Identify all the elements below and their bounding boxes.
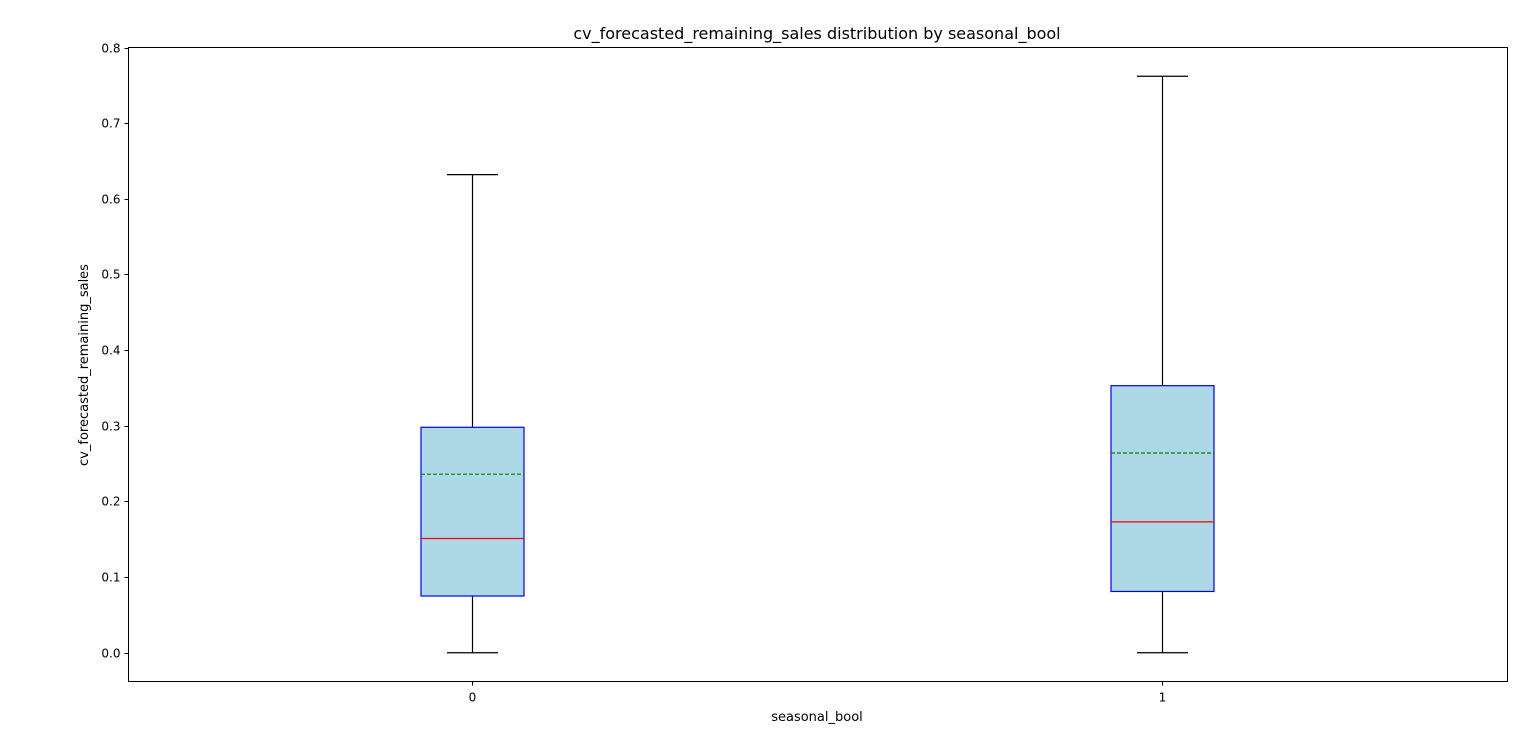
chart-title: cv_forecasted_remaining_sales distributi… — [573, 24, 1060, 44]
x-tick-label: 1 — [1159, 691, 1167, 705]
iqr-box — [1110, 385, 1215, 593]
y-tick-label: 0.8 — [101, 42, 120, 56]
y-tick-label: 0.4 — [101, 344, 120, 358]
y-tick-label: 0.3 — [101, 420, 120, 434]
box-group — [420, 174, 525, 654]
iqr-box — [420, 426, 525, 597]
plot-area — [128, 47, 1508, 682]
y-tick-label: 0.2 — [101, 495, 120, 509]
y-tick-label: 0.5 — [101, 268, 120, 282]
x-axis-label: seasonal_bool — [771, 710, 863, 725]
boxes — [420, 75, 1215, 654]
y-tick-label: 0.0 — [101, 647, 120, 661]
y-axis-label: cv_forecasted_remaining_sales — [77, 264, 92, 466]
y-tick-label: 0.6 — [101, 193, 120, 207]
y-tick-label: 0.1 — [101, 571, 120, 585]
y-tick-label: 0.7 — [101, 117, 120, 131]
x-tick-label: 0 — [469, 691, 477, 705]
y-axis: 0.0 0.1 0.2 0.3 0.4 0.5 0.6 0.7 0.8 — [101, 42, 129, 661]
box-group — [1110, 75, 1215, 654]
